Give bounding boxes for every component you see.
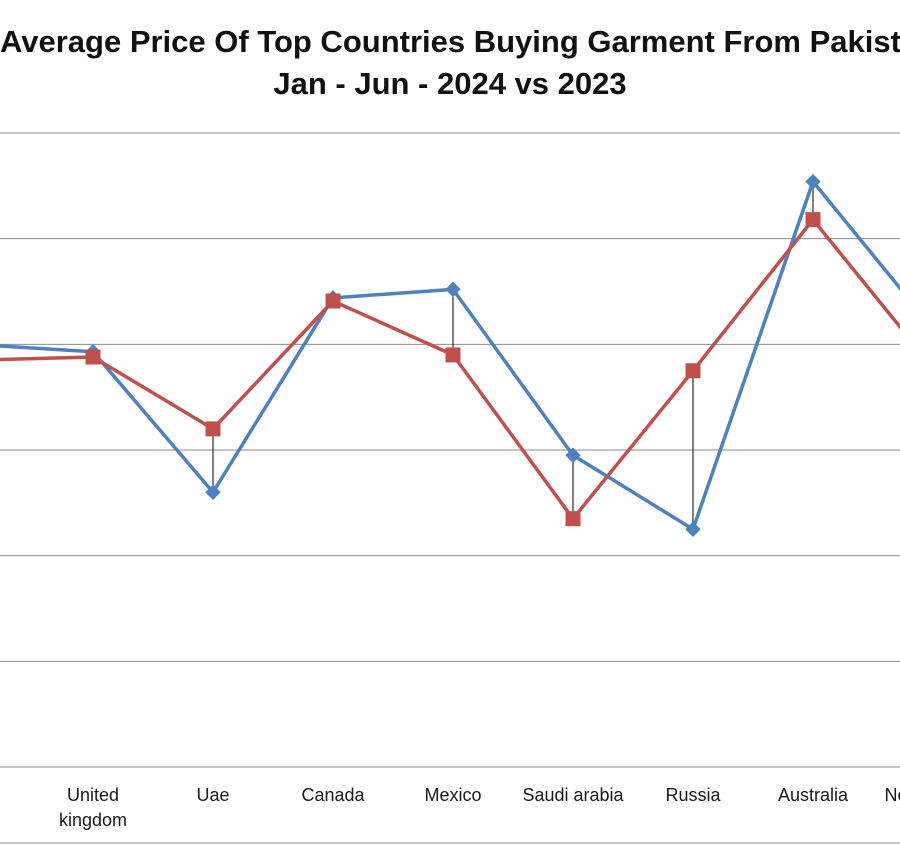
- series-2-point: [805, 212, 821, 228]
- x-tick-label: Saudi arabia: [522, 785, 624, 805]
- x-tick-label: Netherlands: [884, 785, 900, 805]
- x-tick-label: Canada: [301, 785, 365, 805]
- series-2-point: [205, 421, 221, 437]
- x-tick-label: Russia: [665, 785, 721, 805]
- x-tick-label: United kingdom: [59, 785, 127, 830]
- series-2-point: [685, 363, 701, 379]
- series-2-point: [325, 293, 341, 309]
- series-2-point: [445, 347, 461, 363]
- x-tick-label: Uae: [196, 785, 229, 805]
- series-2-point: [565, 511, 581, 527]
- x-tick-label: Mexico: [424, 785, 481, 805]
- series-1-point: [685, 521, 701, 537]
- series-1-point: [445, 281, 461, 298]
- series-1-point: [805, 173, 821, 190]
- chart-title-line-2: Jan - Jun - 2024 vs 2023: [273, 66, 627, 101]
- x-tick-label: Australia: [778, 785, 849, 805]
- series-1-point: [205, 484, 221, 500]
- series-1-point: [565, 447, 581, 463]
- series-line-2: [0, 217, 900, 521]
- chart-title-line-1: Average Price Of Top Countries Buying Ga…: [0, 24, 900, 59]
- series-2-point: [85, 349, 101, 365]
